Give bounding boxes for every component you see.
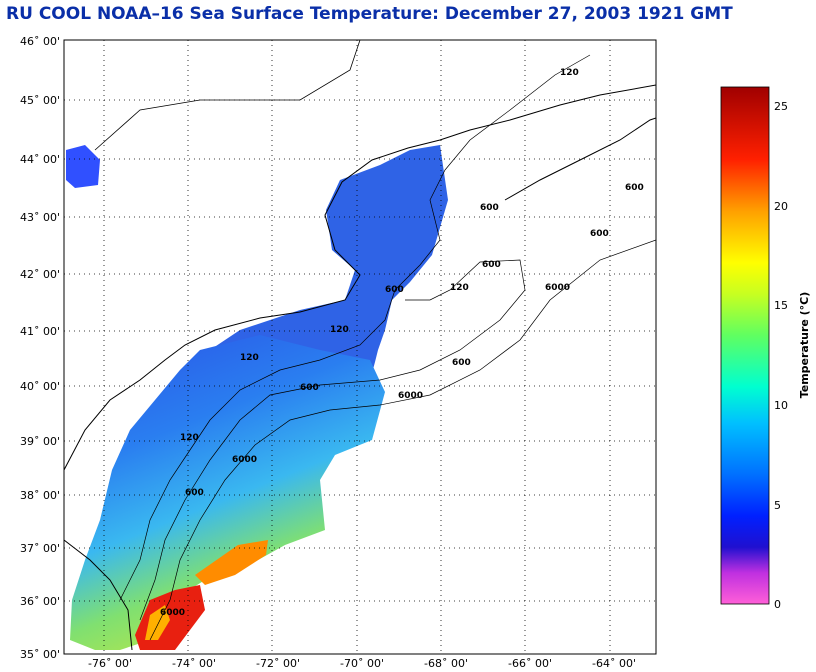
colorbar-tick: 15 [774, 299, 788, 312]
lat-label: 43˚ 00' [20, 211, 60, 224]
graticule [64, 40, 656, 654]
lat-label: 45˚ 00' [20, 94, 60, 107]
contour-120 [119, 54, 591, 601]
contour-label-600: 600 [482, 260, 501, 270]
colorbar-ramp [720, 86, 770, 605]
contour-label-600: 600 [452, 358, 471, 368]
contour-label-600: 600 [590, 229, 609, 239]
colorbar-tick: 10 [774, 399, 788, 412]
colorbar-tick: 25 [774, 100, 788, 113]
coastline-south [64, 539, 133, 651]
lat-label: 38˚ 00' [20, 489, 60, 502]
contour-label-600: 600 [385, 285, 404, 295]
lat-label: 40˚ 00' [20, 380, 60, 393]
map-frame [63, 39, 657, 655]
lat-label: 44˚ 00' [20, 153, 60, 166]
sst-field-shelf [70, 335, 385, 650]
contour-label-120: 120 [180, 433, 199, 443]
contour-label-6000: 6000 [398, 391, 423, 401]
lon-label: -64˚ 00' [592, 657, 636, 670]
sst-gulf-stream-core [145, 605, 170, 640]
sst-warm-patch [195, 540, 268, 585]
contour-6000 [149, 239, 656, 641]
contour-label-120: 120 [240, 353, 259, 363]
lon-label: -68˚ 00' [424, 657, 468, 670]
latitude-labels: 46˚ 00' 45˚ 00' 44˚ 00' 43˚ 00' 42˚ 00' … [20, 35, 60, 661]
lon-label: -72˚ 00' [256, 657, 300, 670]
contour-label-120: 120 [560, 68, 579, 78]
colorbar: 0 5 10 15 20 25 Temperature (°C) [720, 86, 811, 611]
lat-label: 36˚ 00' [20, 595, 60, 608]
colorbar-tick: 5 [774, 499, 781, 512]
lon-label: -76˚ 00' [88, 657, 132, 670]
sst-field-gulf-of-maine [190, 145, 448, 388]
lat-label: 46˚ 00' [20, 35, 60, 48]
lon-label: -66˚ 00' [508, 657, 552, 670]
longitude-labels: -76˚ 00' -74˚ 00' -72˚ 00' -70˚ 00' -68˚… [88, 657, 636, 670]
lat-label: 39˚ 00' [20, 435, 60, 448]
coastline-nova-scotia [504, 117, 656, 201]
contour-label-600: 600 [185, 488, 204, 498]
lat-label: 41˚ 00' [20, 325, 60, 338]
map-title: RU COOL NOAA–16 Sea Surface Temperature:… [6, 4, 733, 24]
lon-label: -70˚ 00' [340, 657, 384, 670]
contour-label-6000: 6000 [232, 455, 257, 465]
contour-label-6000: 6000 [545, 283, 570, 293]
contour-label-120: 120 [330, 325, 349, 335]
contour-label-600: 600 [480, 203, 499, 213]
contour-600 [139, 259, 526, 621]
sst-upper-bay [66, 145, 100, 188]
contour-label-600: 600 [625, 183, 644, 193]
state-border [94, 40, 361, 151]
colorbar-label: Temperature (°C) [798, 292, 811, 399]
contour-label-6000: 6000 [160, 608, 185, 618]
colorbar-tick: 20 [774, 200, 788, 213]
lat-label: 35˚ 00' [20, 648, 60, 661]
contour-label-120: 120 [450, 283, 469, 293]
lat-label: 42˚ 00' [20, 268, 60, 281]
lon-label: -74˚ 00' [172, 657, 216, 670]
colorbar-tick: 0 [774, 598, 781, 611]
lat-label: 37˚ 00' [20, 542, 60, 555]
contour-label-600: 600 [300, 383, 319, 393]
